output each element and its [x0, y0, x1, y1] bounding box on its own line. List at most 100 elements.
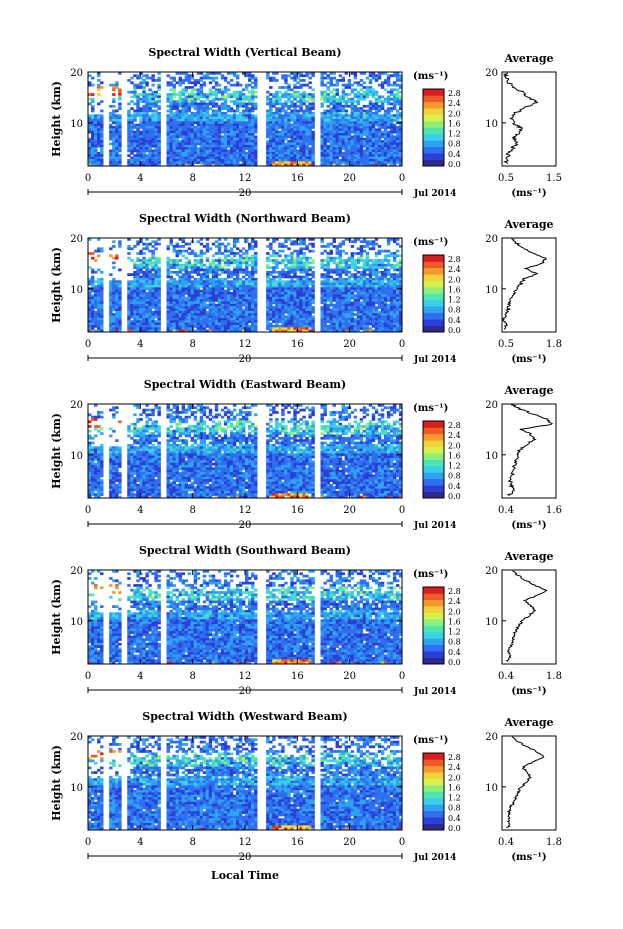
heatmap-cell	[97, 282, 101, 286]
heatmap-cell	[266, 287, 270, 291]
heatmap-cell	[142, 140, 146, 143]
heatmap-cell	[142, 266, 146, 269]
heatmap-cell	[272, 128, 276, 132]
heatmap-cell	[290, 329, 294, 333]
heatmap-cell	[136, 280, 140, 284]
heatmap-cell	[356, 130, 361, 134]
heatmap-cell	[350, 100, 355, 103]
heatmap-cell	[157, 114, 161, 118]
heatmap-cell	[395, 130, 400, 134]
heatmap-cell	[311, 156, 315, 160]
heatmap-cell	[100, 137, 104, 141]
heatmap-cell	[211, 280, 216, 284]
heatmap-cell	[281, 123, 285, 127]
heatmap-cell	[208, 303, 213, 307]
heatmap-cell	[190, 263, 195, 267]
heatmap-cell	[223, 102, 228, 106]
heatmap-cell	[214, 111, 219, 115]
heatmap-cell	[269, 114, 273, 118]
heatmap-cell	[112, 104, 116, 108]
heatmap-cell	[193, 147, 198, 150]
heatmap-cell	[374, 156, 379, 160]
heatmap-cell	[139, 107, 143, 110]
heatmap-cell	[184, 97, 189, 101]
heatmap-cell	[386, 163, 391, 167]
heatmap-cell	[181, 266, 186, 269]
heatmap-cell	[202, 147, 207, 150]
heatmap-cell	[251, 247, 255, 251]
heatmap-cell	[266, 289, 270, 293]
heatmap-cell	[329, 76, 333, 80]
heatmap-cell	[148, 93, 152, 96]
heatmap-cell	[380, 140, 385, 143]
heatmap-cell	[166, 299, 170, 302]
heatmap-cell	[181, 324, 186, 328]
heatmap-cell	[193, 285, 198, 288]
heatmap-cell	[178, 268, 182, 272]
heatmap-cell	[350, 163, 355, 167]
heatmap-cell	[281, 285, 285, 288]
heatmap-cell	[290, 268, 294, 272]
heatmap-cell	[208, 156, 213, 160]
heatmap-cell	[184, 308, 189, 312]
heatmap-cell	[112, 88, 116, 92]
heatmap-cell	[356, 133, 361, 136]
heatmap-cell	[275, 161, 279, 165]
heatmap-cell	[356, 128, 361, 132]
heatmap-cell	[154, 90, 158, 94]
heatmap-cell	[190, 119, 195, 122]
heatmap-cell	[293, 320, 297, 323]
colorbar-tick-label: 1.2	[448, 130, 461, 139]
heatmap-cell	[172, 320, 176, 323]
heatmap-cell	[157, 259, 161, 262]
heatmap-cell	[374, 119, 379, 122]
heatmap-cell	[220, 149, 225, 153]
heatmap-cell	[347, 116, 352, 120]
heatmap-cell	[136, 317, 140, 321]
heatmap-cell	[166, 256, 170, 260]
heatmap-cell	[169, 301, 173, 305]
heatmap-cell	[175, 135, 179, 139]
heatmap-cell	[142, 107, 146, 110]
heatmap-cell	[326, 158, 330, 162]
heatmap-cell	[211, 266, 216, 269]
heatmap-cell	[235, 306, 240, 309]
heatmap-cell	[275, 102, 279, 106]
heatmap-cell	[181, 72, 186, 75]
heatmap-cell	[226, 261, 231, 265]
heatmap-cell	[202, 308, 207, 312]
heatmap-cell	[223, 135, 228, 139]
heatmap-cell	[154, 158, 158, 162]
heatmap-cell	[154, 296, 158, 300]
heatmap-cell	[217, 147, 222, 150]
heatmap-cell	[380, 95, 385, 99]
heatmap-cell	[332, 147, 336, 150]
heatmap-cell	[266, 292, 270, 295]
heatmap-cell	[383, 130, 388, 134]
heatmap-cell	[148, 149, 152, 153]
heatmap-cell	[172, 140, 176, 143]
heatmap-cell	[329, 158, 333, 162]
heatmap-cell	[130, 313, 134, 316]
heatmap-cell	[371, 72, 376, 75]
heatmap-cell	[172, 327, 176, 331]
heatmap-cell	[353, 104, 358, 108]
heatmap-cell	[350, 107, 355, 110]
heatmap-cell	[211, 327, 216, 331]
heatmap-cell	[142, 322, 146, 326]
heatmap-cell	[368, 123, 373, 127]
heatmap-cell	[377, 74, 382, 78]
heatmap-cell	[166, 327, 170, 331]
heatmap-cell	[202, 301, 207, 305]
heatmap-cell	[272, 327, 276, 331]
heatmap-cell	[130, 247, 134, 251]
heatmap-cell	[187, 151, 192, 155]
heatmap-cell	[359, 128, 364, 132]
heatmap-cell	[136, 74, 140, 78]
heatmap-cell	[329, 119, 333, 122]
heatmap-cell	[139, 156, 143, 160]
heatmap-cell	[278, 329, 282, 333]
heatmap-cell	[275, 93, 279, 96]
heatmap-cell	[368, 86, 373, 89]
heatmap-cell	[287, 303, 291, 307]
